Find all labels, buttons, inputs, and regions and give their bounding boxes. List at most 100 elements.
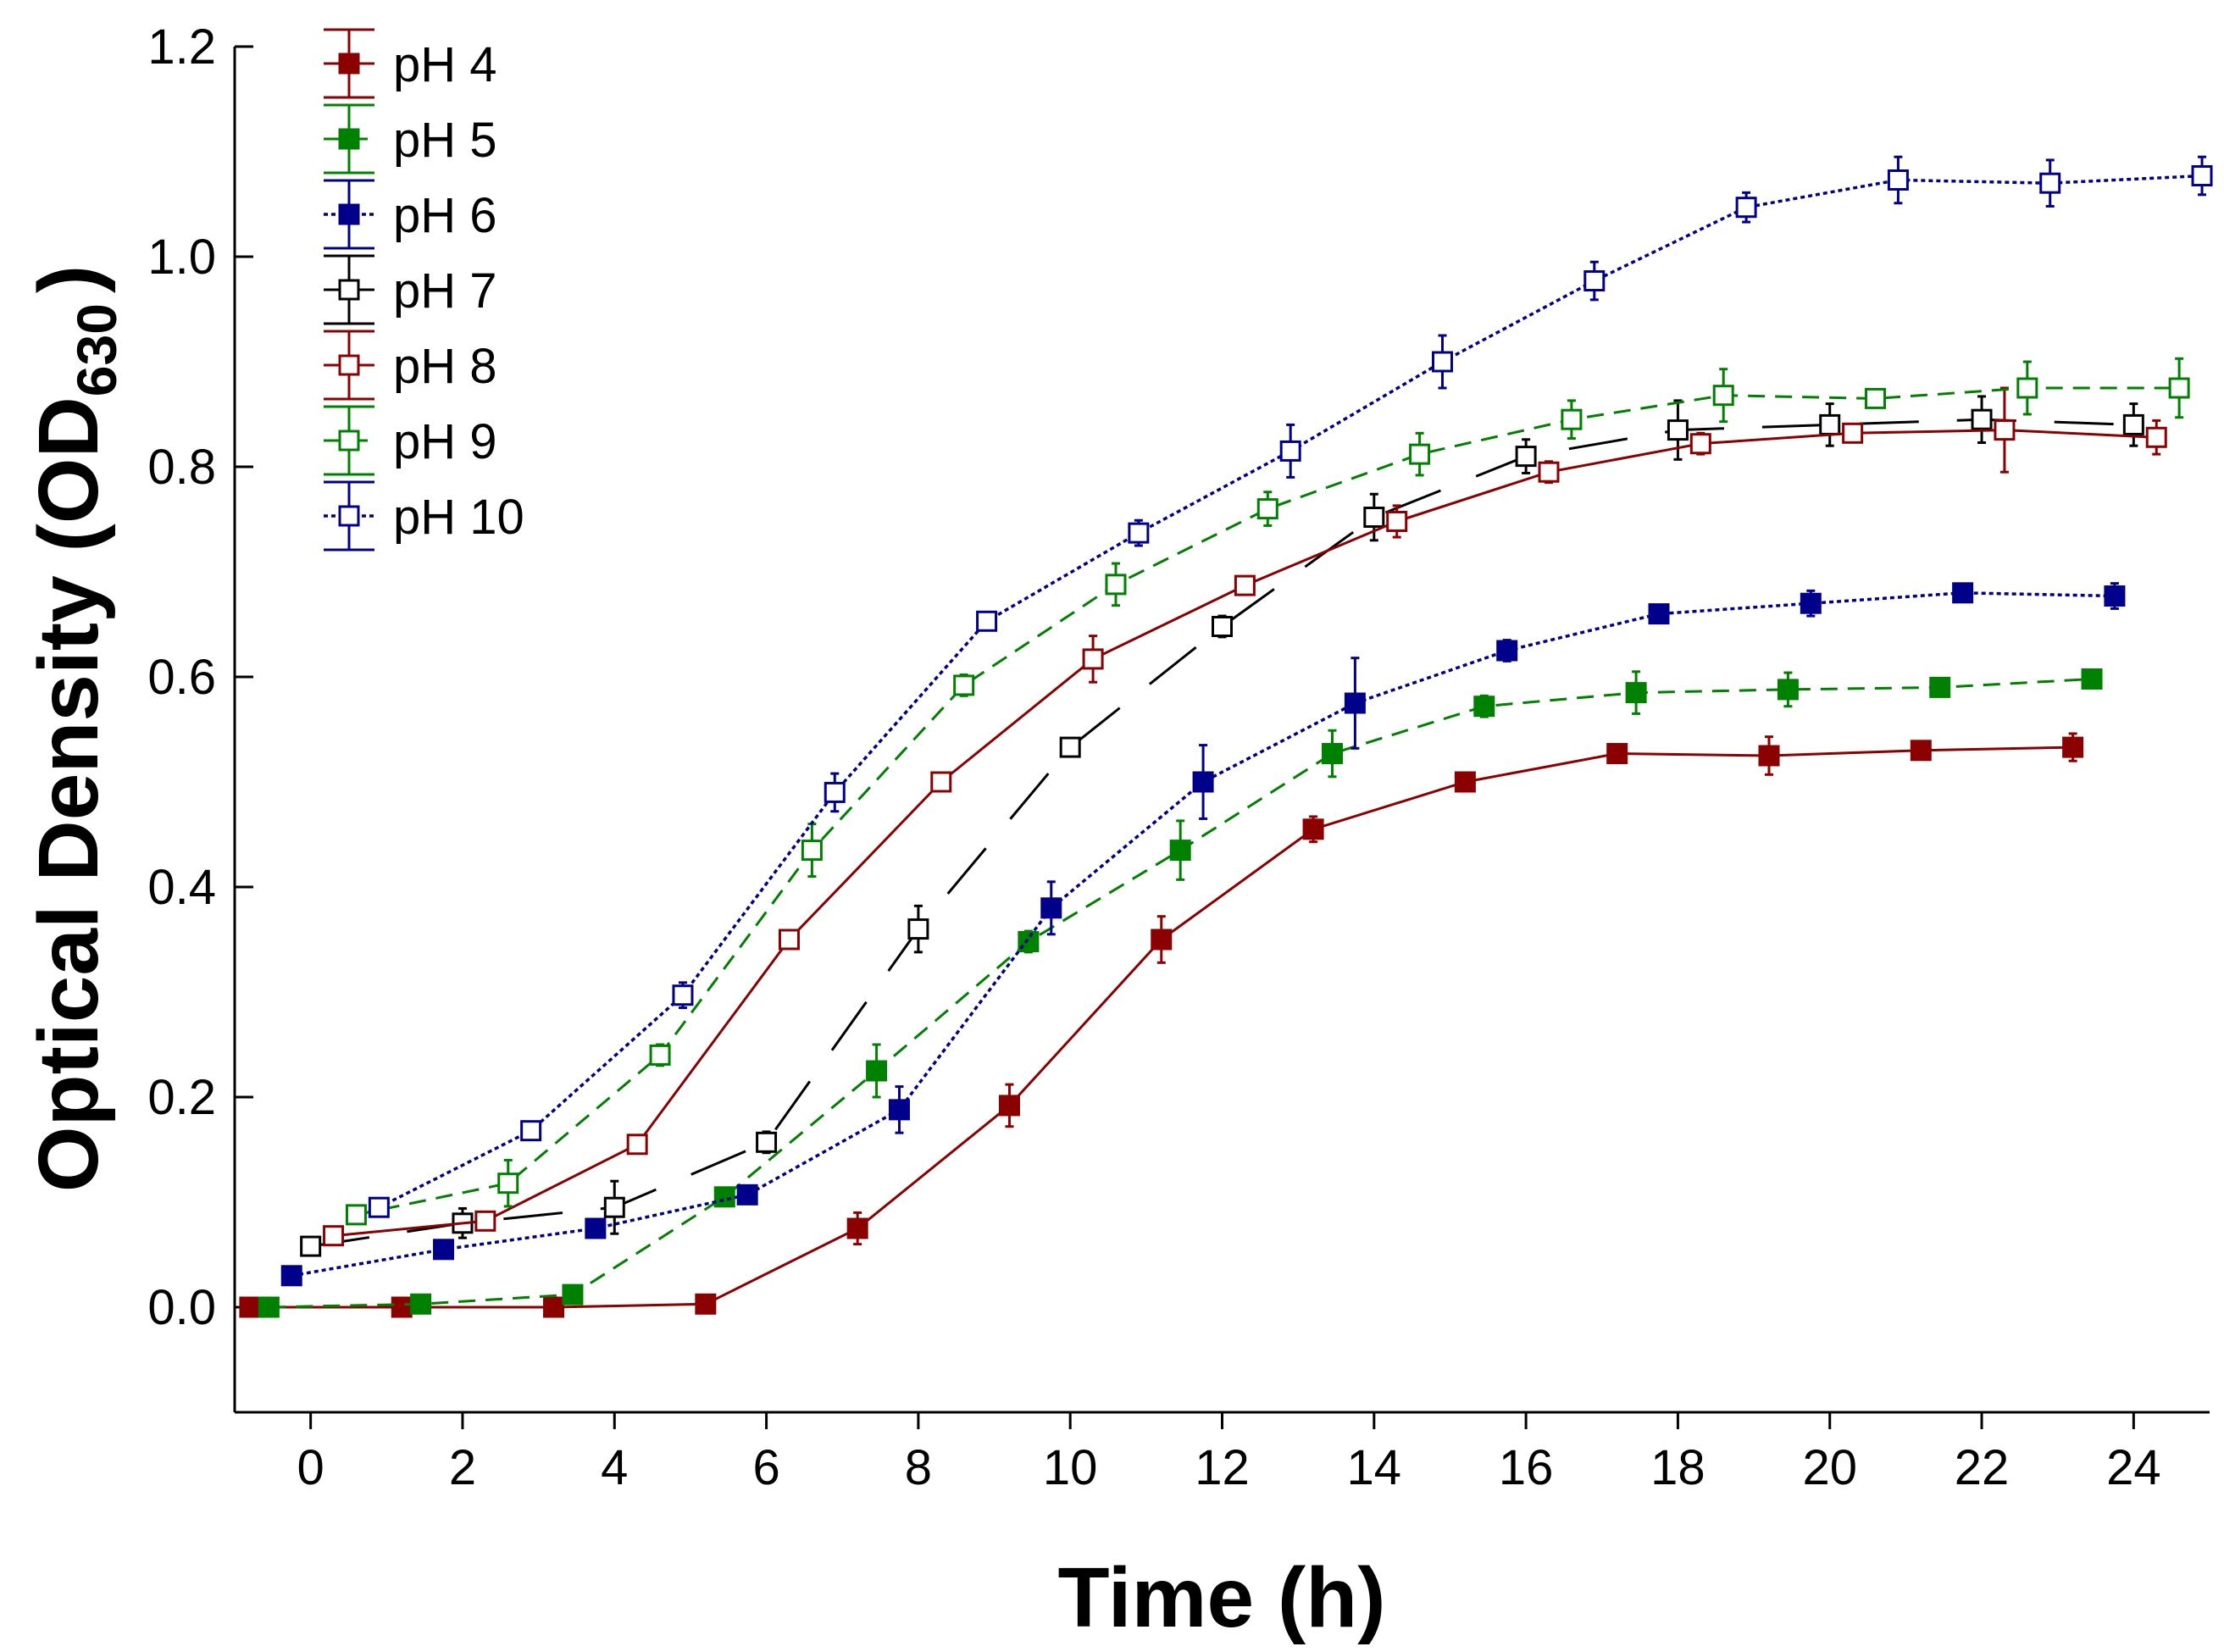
legend-item: pH 7	[324, 254, 497, 325]
series-ph-10	[368, 155, 2213, 1218]
series-line	[249, 746, 2073, 1309]
data-point	[1082, 648, 1104, 670]
y-tick-label: 0.0	[147, 1280, 216, 1335]
data-point	[1667, 419, 1689, 441]
x-tick-label: 12	[1195, 1440, 1250, 1495]
data-point	[695, 1293, 717, 1315]
x-tick-label: 20	[1802, 1440, 1857, 1495]
data-point	[300, 1235, 322, 1257]
data-point	[1279, 440, 1301, 462]
data-point	[1302, 818, 1324, 840]
data-point	[907, 918, 929, 940]
data-point	[1712, 385, 1734, 407]
data-point	[258, 1296, 280, 1318]
legend-marker	[338, 279, 360, 301]
data-point	[1321, 743, 1343, 765]
data-point	[1735, 197, 1757, 219]
y-tick-label: 0.2	[147, 1070, 216, 1125]
y-axis-title-close: )	[21, 265, 116, 293]
data-point	[1454, 771, 1476, 793]
y-tick-label: 0.6	[147, 650, 216, 705]
data-point	[2104, 585, 2126, 607]
data-point	[1583, 270, 1606, 292]
data-point	[280, 1265, 302, 1287]
data-point	[2062, 736, 2084, 758]
data-point	[998, 1095, 1020, 1117]
data-point	[888, 1099, 910, 1121]
legend-item: pH 9	[324, 405, 497, 476]
series-ph-8	[323, 386, 2167, 1247]
data-point	[1606, 743, 1628, 765]
data-point	[778, 929, 800, 951]
series-line	[291, 591, 2115, 1278]
data-point	[585, 1217, 607, 1239]
legend-item: pH 4	[324, 28, 497, 99]
x-tick-label: 22	[1955, 1440, 2010, 1495]
data-point	[1105, 574, 1127, 596]
x-tick-label: 10	[1043, 1440, 1098, 1495]
y-ticks: 0.0 0.2 0.4 0.6 0.8 1.0 1.2	[147, 19, 253, 1335]
data-point	[603, 1196, 625, 1218]
x-tick-label: 16	[1499, 1440, 1554, 1495]
data-point	[1561, 408, 1583, 430]
data-point	[2145, 426, 2167, 448]
x-tick-label: 4	[601, 1440, 628, 1495]
data-point	[1929, 676, 1951, 698]
data-point	[672, 984, 694, 1006]
legend-label: pH 5	[393, 113, 497, 168]
data-point	[2039, 172, 2061, 194]
data-point	[2122, 413, 2144, 435]
data-point	[323, 1225, 345, 1247]
legend-label: pH 10	[393, 490, 524, 545]
series-line	[333, 429, 2157, 1238]
data-point	[368, 1196, 390, 1218]
data-point	[1169, 840, 1191, 862]
data-point	[1496, 640, 1518, 662]
data-point	[410, 1293, 432, 1315]
data-point	[1409, 443, 1431, 465]
data-point	[626, 1134, 648, 1156]
data-point	[1151, 929, 1173, 951]
series-ph-7	[300, 395, 2144, 1257]
data-point	[1363, 507, 1385, 529]
legend-marker	[338, 354, 360, 376]
data-point	[497, 1172, 519, 1195]
series-ph-9	[345, 357, 2190, 1226]
x-tick-label: 2	[449, 1440, 476, 1495]
data-point	[713, 1186, 735, 1208]
data-point	[1910, 740, 1932, 762]
data-point	[1994, 419, 2016, 441]
y-axis-title: Optical Density (OD630)	[21, 265, 128, 1193]
series-ph-6	[280, 582, 2126, 1287]
x-ticks: 0 2 4 6 8 10 12 14 16 18 20 22 24	[297, 1412, 2161, 1495]
data-point	[649, 1044, 671, 1066]
legend-item: pH 5	[324, 103, 497, 175]
series-line	[310, 418, 2134, 1248]
data-point	[2168, 377, 2190, 399]
data-point	[866, 1060, 888, 1082]
data-point	[391, 1296, 413, 1318]
data-point	[1842, 422, 1864, 444]
data-point	[1865, 387, 1887, 409]
data-point	[433, 1239, 455, 1261]
data-point	[1234, 574, 1256, 596]
data-point	[520, 1120, 542, 1142]
data-point	[543, 1296, 565, 1318]
data-point	[953, 674, 975, 696]
legend-marker	[338, 505, 360, 527]
data-point	[1344, 692, 1366, 714]
data-point	[2016, 377, 2038, 399]
data-point	[1473, 696, 1495, 718]
x-tick-label: 18	[1650, 1440, 1705, 1495]
data-point	[239, 1296, 261, 1318]
y-tick-label: 0.4	[147, 860, 216, 915]
legend-marker	[338, 128, 360, 150]
data-point	[846, 1217, 868, 1239]
data-point	[1212, 615, 1233, 637]
data-point	[1386, 510, 1408, 532]
series-ph-5	[258, 668, 2103, 1318]
series-ph-4	[239, 732, 2084, 1318]
data-point	[801, 840, 823, 862]
data-point	[1952, 582, 1974, 604]
data-point	[930, 771, 952, 793]
